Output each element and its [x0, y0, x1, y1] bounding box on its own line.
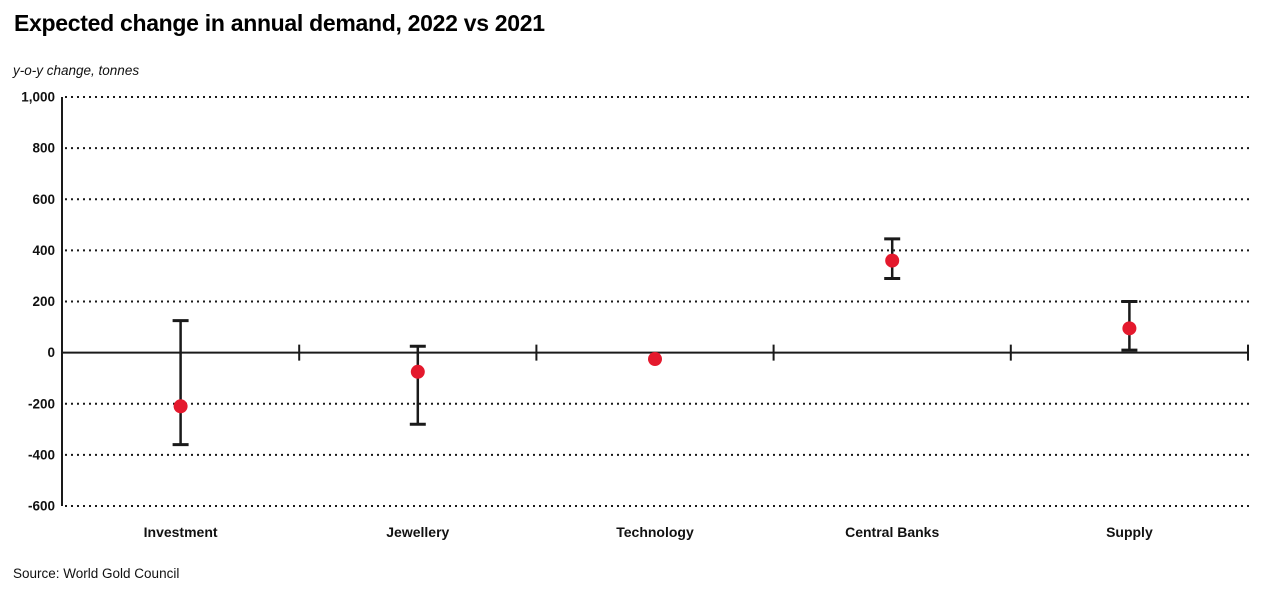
y-axis-tick-label: 600 — [32, 192, 55, 207]
axis-unit-label: y-o-y change, tonnes — [13, 63, 140, 78]
y-axis-tick-label: 1,000 — [21, 90, 55, 105]
x-axis-category-label: Supply — [1106, 524, 1153, 540]
y-axis-tick-label: 200 — [32, 294, 55, 309]
chart-title: Expected change in annual demand, 2022 v… — [14, 10, 545, 36]
data-point-investment — [173, 399, 188, 414]
data-point-supply — [1122, 321, 1137, 336]
y-axis-tick-label: -400 — [28, 447, 55, 462]
y-axis-tick-label: 400 — [32, 243, 55, 258]
data-point-central-banks — [885, 253, 900, 268]
x-axis-category-label: Technology — [616, 524, 694, 540]
y-axis-tick-label: 800 — [32, 141, 55, 156]
y-axis-tick-label: -600 — [28, 499, 55, 514]
data-point-jewellery — [410, 364, 425, 379]
data-point-technology — [648, 352, 662, 367]
x-axis-category-label: Investment — [144, 524, 218, 540]
x-axis-category-label: Jewellery — [386, 524, 449, 540]
x-axis-category-label: Central Banks — [845, 524, 939, 540]
y-axis-tick-label: -200 — [28, 396, 55, 411]
y-axis-tick-label: 0 — [47, 345, 55, 360]
source-note: Source: World Gold Council — [13, 566, 180, 581]
